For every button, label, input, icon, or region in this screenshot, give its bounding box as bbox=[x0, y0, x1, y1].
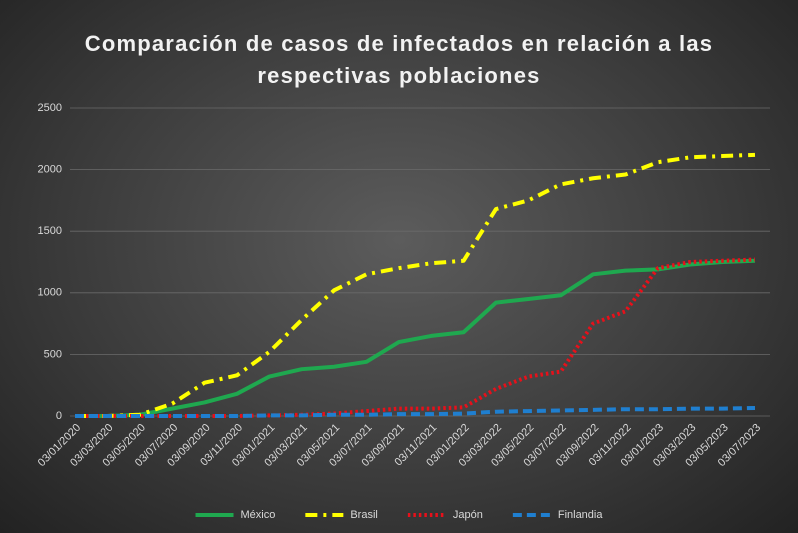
legend-label: Finlandia bbox=[558, 509, 604, 521]
series-line bbox=[75, 152, 756, 418]
y-tick-label: 2500 bbox=[38, 102, 62, 114]
chart-title: Comparación de casos de infectados en re… bbox=[84, 31, 714, 88]
series-line bbox=[75, 258, 756, 418]
y-tick-label: 1500 bbox=[38, 225, 62, 237]
y-tick-label: 500 bbox=[44, 348, 62, 360]
y-tick-label: 0 bbox=[56, 410, 62, 422]
y-tick-label: 2000 bbox=[38, 164, 62, 176]
legend-label: Japón bbox=[453, 509, 483, 521]
legend-label: México bbox=[241, 509, 276, 521]
y-tick-label: 1000 bbox=[38, 287, 62, 299]
series-line bbox=[75, 405, 756, 418]
legend-label: Brasil bbox=[350, 509, 378, 521]
